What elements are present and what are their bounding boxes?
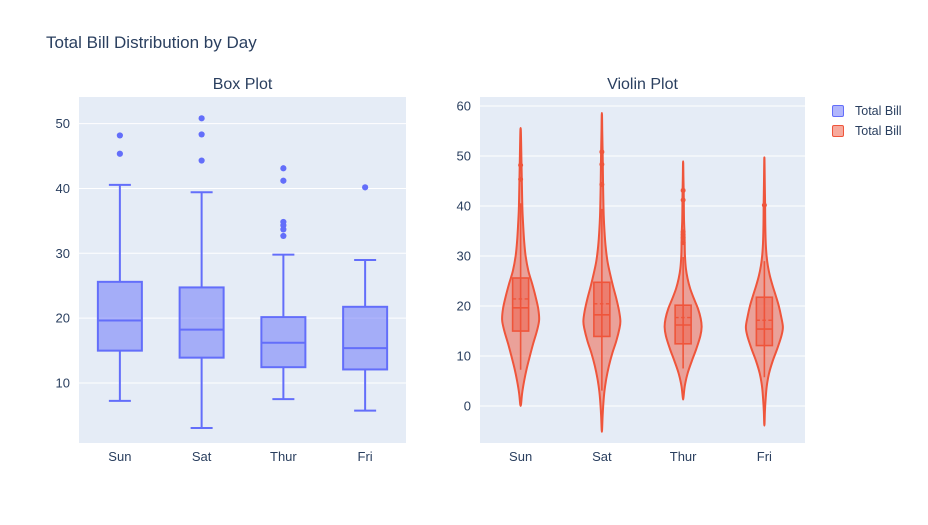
box-subplot: 10 20 30 40 50 Sun Sat Thur Fri	[56, 97, 406, 464]
violin-subplot: 0 10 20 30 40 50 60 Sun Sat Thur Fri	[457, 97, 805, 464]
subplot-title-box: Box Plot	[212, 76, 273, 93]
violin-sun[interactable]	[501, 127, 541, 407]
y-tick-label: 20	[457, 299, 471, 314]
outlier-point[interactable]	[680, 240, 686, 246]
y-tick-label: 20	[56, 311, 70, 326]
outlier-point[interactable]	[280, 165, 287, 172]
x-tick-label: Sun	[509, 449, 532, 464]
y-tick-label: 50	[56, 116, 70, 131]
legend: Total Bill Total Bill	[832, 101, 902, 141]
outlier-point[interactable]	[198, 157, 205, 164]
y-axis-ticks: 0 10 20 30 40 50 60	[457, 99, 471, 414]
y-tick-label: 10	[457, 349, 471, 364]
outlier-point[interactable]	[280, 232, 287, 240]
y-tick-label: 50	[457, 149, 471, 164]
y-axis-ticks: 10 20 30 40 50	[56, 116, 70, 390]
x-tick-label: Sun	[108, 449, 131, 464]
plot-background	[79, 97, 406, 443]
y-tick-label: 60	[457, 99, 471, 114]
outlier-point[interactable]	[680, 197, 686, 203]
legend-label-box: Total Bill	[855, 104, 902, 118]
legend-item-violin-trace[interactable]: Total Bill	[832, 121, 902, 141]
outlier-point[interactable]	[599, 161, 605, 167]
outlier-point[interactable]	[599, 149, 605, 155]
outlier-point[interactable]	[680, 229, 686, 235]
box-thur[interactable]	[260, 165, 307, 401]
y-tick-label: 30	[457, 249, 471, 264]
subplot-title-violin: Violin Plot	[607, 76, 678, 93]
outlier-point[interactable]	[198, 131, 205, 138]
outlier-point[interactable]	[280, 177, 287, 184]
y-tick-label: 0	[464, 399, 471, 414]
violin-fri[interactable]	[744, 156, 784, 427]
x-tick-label: Sat	[192, 449, 212, 464]
outlier-point[interactable]	[116, 150, 123, 157]
box-sun[interactable]	[96, 132, 143, 402]
x-tick-label: Sat	[592, 449, 612, 464]
box-sat[interactable]	[178, 115, 225, 429]
outlier-point[interactable]	[599, 182, 605, 187]
legend-swatch-box	[832, 105, 844, 117]
y-tick-label: 30	[56, 246, 70, 261]
outlier-point[interactable]	[680, 187, 686, 193]
outlier-point[interactable]	[518, 162, 524, 168]
y-tick-label: 10	[56, 376, 70, 391]
outlier-point[interactable]	[280, 218, 287, 226]
x-tick-label: Thur	[270, 449, 297, 464]
x-tick-label: Fri	[358, 449, 373, 464]
outlier-point[interactable]	[116, 132, 123, 139]
outlier-point[interactable]	[518, 176, 524, 182]
outlier-point[interactable]	[761, 202, 767, 208]
figure-title: Total Bill Distribution by Day	[46, 33, 257, 52]
violin-sat[interactable]	[582, 111, 622, 433]
y-tick-label: 40	[457, 199, 471, 214]
legend-label-violin: Total Bill	[855, 124, 902, 138]
x-axis-ticks: Sun Sat Thur Fri	[509, 449, 772, 464]
y-tick-label: 40	[56, 181, 70, 196]
x-tick-label: Thur	[670, 449, 697, 464]
plot-background	[480, 97, 805, 443]
outlier-point[interactable]	[198, 115, 205, 122]
violin-thur[interactable]	[663, 160, 703, 401]
x-axis-ticks: Sun Sat Thur Fri	[108, 449, 373, 464]
outlier-point[interactable]	[362, 184, 369, 191]
legend-item-box-trace[interactable]: Total Bill	[832, 101, 902, 121]
legend-swatch-violin	[832, 125, 844, 137]
x-tick-label: Fri	[757, 449, 772, 464]
box-fri[interactable]	[342, 184, 389, 412]
